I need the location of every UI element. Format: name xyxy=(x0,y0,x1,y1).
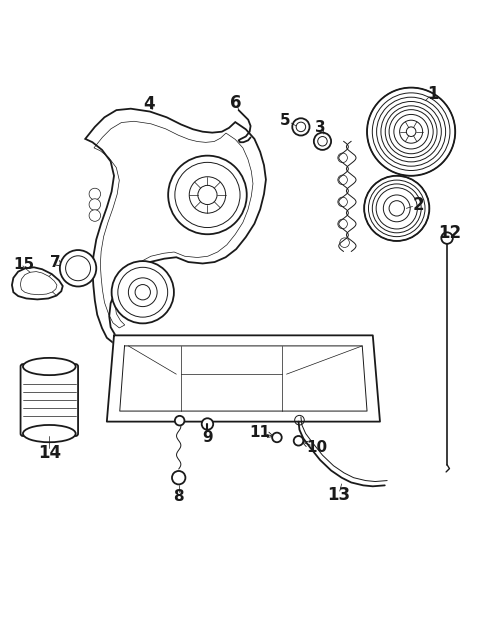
Circle shape xyxy=(175,416,185,425)
Circle shape xyxy=(89,199,101,210)
Circle shape xyxy=(272,433,282,442)
Polygon shape xyxy=(107,336,380,421)
Polygon shape xyxy=(12,268,63,299)
Text: 14: 14 xyxy=(38,444,61,462)
Text: 7: 7 xyxy=(50,255,60,269)
Text: 9: 9 xyxy=(202,430,213,445)
Text: 11: 11 xyxy=(250,425,271,440)
FancyBboxPatch shape xyxy=(21,364,78,436)
Circle shape xyxy=(89,188,101,200)
Circle shape xyxy=(442,232,453,244)
Circle shape xyxy=(60,250,96,287)
Ellipse shape xyxy=(23,358,76,375)
Text: 4: 4 xyxy=(143,95,155,113)
Circle shape xyxy=(201,418,213,430)
Circle shape xyxy=(89,210,101,221)
Text: 6: 6 xyxy=(230,94,242,112)
Polygon shape xyxy=(85,109,266,344)
Circle shape xyxy=(294,436,303,446)
Circle shape xyxy=(292,118,309,135)
Text: 8: 8 xyxy=(174,489,184,504)
Circle shape xyxy=(112,261,174,323)
Text: 5: 5 xyxy=(280,113,291,128)
Text: 10: 10 xyxy=(306,439,327,454)
Text: 1: 1 xyxy=(427,85,439,103)
Circle shape xyxy=(314,133,331,150)
Text: 2: 2 xyxy=(413,195,424,214)
Ellipse shape xyxy=(23,425,76,442)
Text: 13: 13 xyxy=(328,486,351,504)
Circle shape xyxy=(168,156,247,234)
Circle shape xyxy=(172,471,186,485)
Text: 12: 12 xyxy=(438,224,461,242)
Text: 3: 3 xyxy=(315,121,325,135)
Text: 15: 15 xyxy=(13,257,35,272)
